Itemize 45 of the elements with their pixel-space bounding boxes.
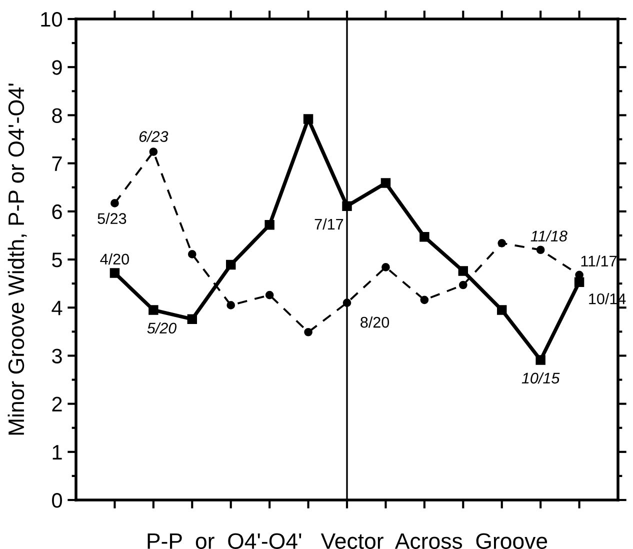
- annotation: 4/20: [100, 253, 129, 265]
- point: [110, 268, 120, 278]
- y-tick-label: 5: [52, 252, 62, 268]
- annotation: 8/20: [360, 316, 390, 328]
- y-tick-label: 2: [52, 396, 62, 412]
- y-tick-label: 6: [52, 204, 62, 220]
- y-tick-label: 8: [52, 108, 62, 123]
- annotation: 5/23: [98, 212, 126, 224]
- y-tick-label: 3: [52, 348, 62, 364]
- y-tick-label: 0: [52, 493, 62, 508]
- point: [536, 355, 546, 365]
- annotation: 7/17: [314, 218, 344, 230]
- point: [536, 246, 545, 254]
- point: [226, 260, 236, 270]
- point: [264, 220, 274, 230]
- annotation: 6/23: [139, 130, 168, 142]
- x-axis-title: P-P or O4'-O4' Vector Across Groove: [148, 533, 548, 549]
- point: [458, 266, 468, 276]
- y-tick-label: 4: [52, 300, 62, 316]
- point: [148, 305, 158, 315]
- point: [187, 314, 198, 324]
- point: [496, 305, 507, 315]
- point: [149, 148, 158, 156]
- point: [226, 301, 236, 310]
- y-tick-label: 7: [52, 156, 62, 171]
- annotation: 10/15: [522, 372, 560, 384]
- point: [458, 280, 468, 290]
- point: [303, 114, 314, 124]
- point: [382, 263, 390, 272]
- y-tick-label: 10: [41, 12, 62, 27]
- point: [380, 178, 391, 188]
- point: [265, 290, 274, 300]
- annotation: 11/17: [581, 255, 617, 266]
- point: [110, 199, 119, 208]
- y-axis-title: Minor Groove Width, P-P or O4'-O4': [8, 84, 27, 435]
- y-tick-label: 1: [52, 445, 62, 460]
- point: [304, 328, 312, 336]
- y-tick-label: 9: [52, 60, 62, 75]
- annotation: 5/20: [147, 322, 177, 334]
- point: [188, 250, 196, 258]
- point: [420, 232, 430, 242]
- point: [574, 277, 584, 287]
- point: [498, 238, 506, 248]
- point: [420, 296, 429, 304]
- annotation: 11/18: [530, 230, 568, 242]
